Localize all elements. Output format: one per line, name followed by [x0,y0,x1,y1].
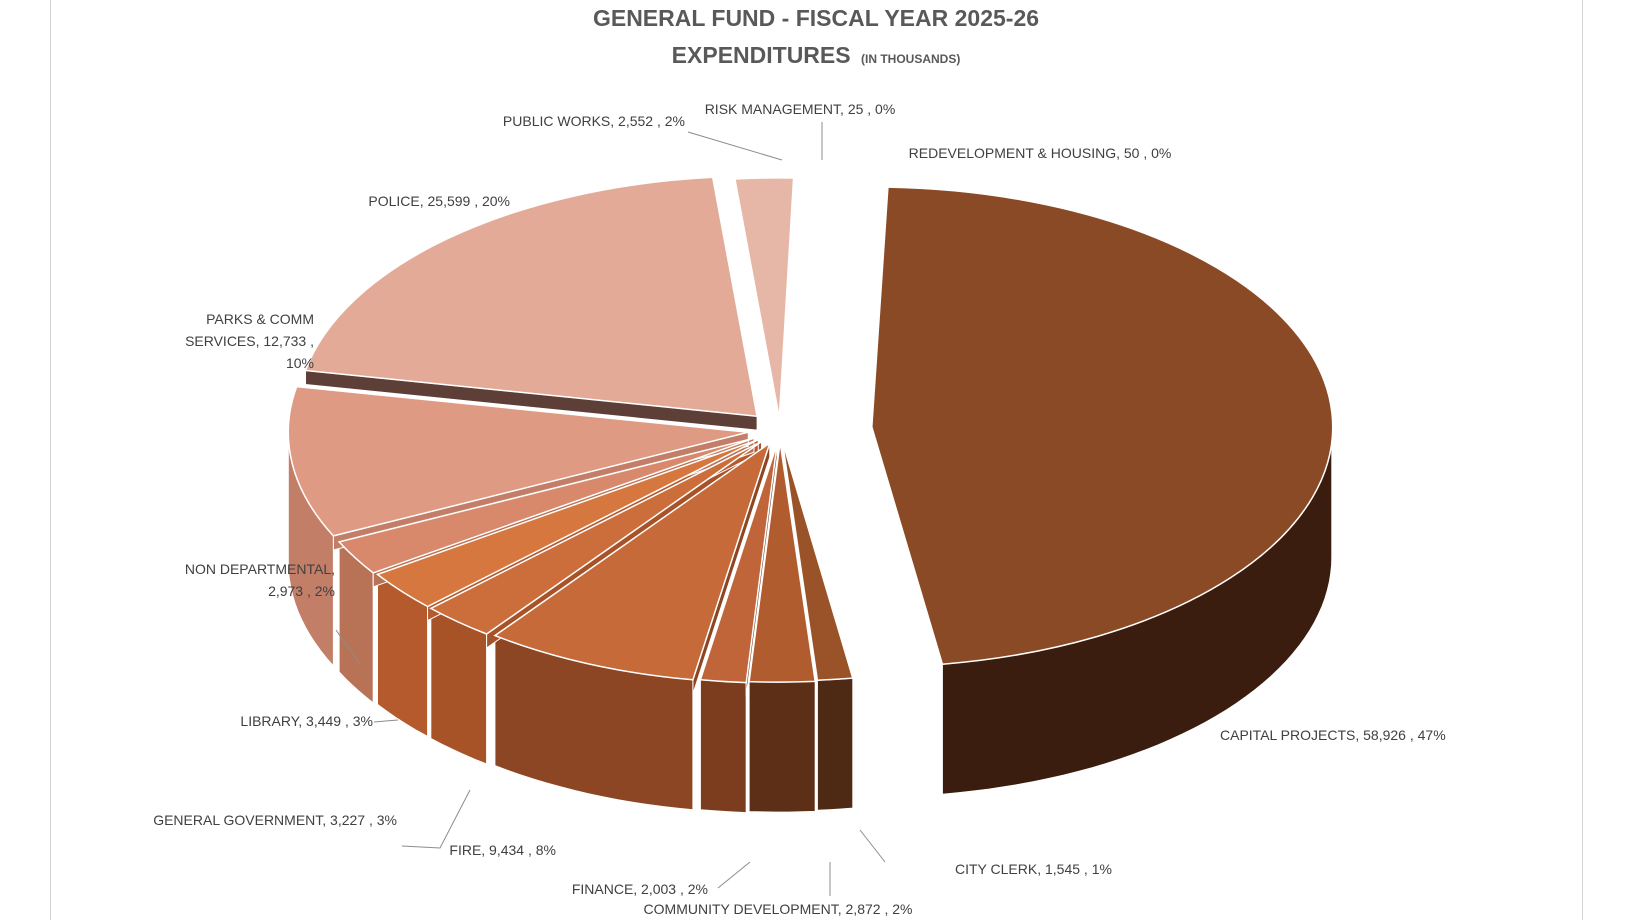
leader-general-government [401,789,471,849]
right-frame-line [1582,0,1583,920]
slice-fire [493,441,772,681]
slice-redevelopment-housing [779,181,798,423]
data-label-fire: FIRE, 9,434 , 8% [449,842,556,858]
data-label-capital-projects: CAPITAL PROJECTS, 58,926 , 47% [1220,727,1446,743]
data-label-parks-comm-services: PARKS & COMM SERVICES, 12,733 , 10% [185,311,314,371]
slice-city-clerk [781,440,854,681]
data-label-non-departmental: NON DEPARTMENTAL, 2,973 , 2% [185,561,335,599]
data-label-community-development: COMMUNITY DEVELOPMENT, 2,872 , 2% [644,901,913,917]
slice-labels: CAPITAL PROJECTS, 58,926 , 47% CITY CLERK… [153,101,1445,917]
slice-side-city-clerk [816,677,854,811]
slice-capital-projects [871,186,1334,665]
leader-city-clerk [859,829,886,863]
leader-finance [717,861,751,889]
data-label-redevelopment-housing: REDEVELOPMENT & HOUSING, 50 , 0% [909,145,1172,161]
data-label-library: LIBRARY, 3,449 , 3% [240,713,373,729]
leader-lines [335,122,886,896]
slice-library [375,438,759,608]
data-label-public-works: PUBLIC WORKS, 2,552 , 2% [503,113,685,129]
data-label-police: POLICE, 25,599 , 20% [368,193,510,209]
chart-subtitle-note: (IN THOUSANDS) [861,52,960,66]
slice-side-community-development [748,680,816,813]
data-label-general-government: GENERAL GOVERNMENT, 3,227 , 3% [153,812,397,828]
chart-subtitle: EXPENDITURES (IN THOUSANDS) [672,42,961,68]
slice-finance [699,442,778,684]
chart-subtitle-main: EXPENDITURES [672,42,851,68]
slice-side-general-government [430,607,488,765]
slice-parks-comm-services [287,385,749,537]
data-label-risk-management: RISK MANAGEMENT, 25 , 0% [705,101,896,117]
data-label-finance: FINANCE, 2,003 , 2% [572,881,708,897]
slice-community-development [748,441,817,683]
leader-public-works [687,131,783,161]
chart-title: GENERAL FUND - FISCAL YEAR 2025-26 [593,5,1039,31]
slice-non-departmental [337,437,755,574]
slice-general-government [429,440,762,635]
data-label-city-clerk: CITY CLERK, 1,545 , 1% [955,861,1112,877]
left-frame-line [50,0,51,920]
pie-tops [287,176,1334,684]
leader-non-departmental [335,629,361,665]
slice-police [304,176,759,418]
slice-side-finance [699,679,747,814]
slice-public-works [734,177,795,419]
leader-library [373,719,399,723]
